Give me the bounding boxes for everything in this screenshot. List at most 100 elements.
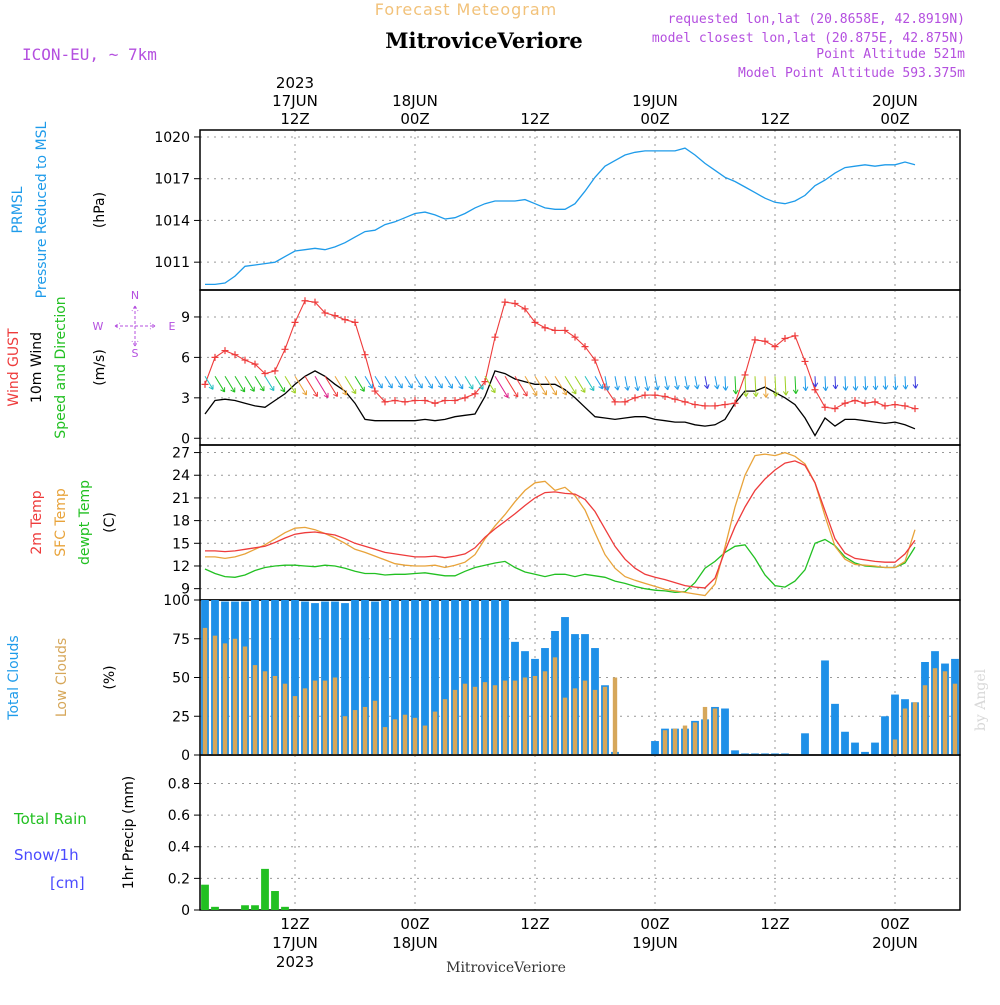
rain-bar: [211, 906, 219, 910]
gust-marker: [671, 395, 679, 403]
wind-direction-arrow: [204, 375, 214, 390]
wind-direction-arrow: [464, 375, 474, 390]
total-cloud-bar: [831, 703, 839, 755]
gust-marker: [281, 345, 289, 353]
gust-marker: [201, 380, 209, 388]
low-cloud-bar: [702, 706, 708, 755]
temp-ytick-label: 27: [172, 446, 190, 462]
low-cloud-bar: [552, 657, 558, 755]
wind-direction-arrow: [224, 375, 236, 393]
gust-marker: [841, 399, 849, 407]
gust-marker: [811, 386, 819, 394]
wind-direction-arrow: [504, 375, 519, 398]
gust-marker: [541, 324, 549, 332]
wind-ytick-label: 6: [181, 350, 190, 366]
low-cloud-bar: [672, 728, 678, 755]
watermark: by Angel: [973, 668, 989, 731]
wind-direction-arrow: [254, 375, 265, 392]
wind-frame: [199, 289, 961, 446]
gust-marker: [831, 405, 839, 413]
wind-axis-label: (m/s): [92, 349, 108, 386]
wind-direction-arrow: [812, 376, 819, 388]
low-cloud-bar: [322, 680, 328, 755]
wind-direction-arrow: [664, 376, 670, 391]
total-cloud-bar: [781, 753, 789, 755]
gust-marker: [561, 326, 569, 334]
rain-bar: [251, 905, 259, 910]
gust-marker: [421, 397, 429, 405]
dewpt-line: [204, 538, 916, 594]
wind-direction-arrow: [684, 376, 690, 390]
precip-frame: [199, 754, 961, 911]
gust-marker: [821, 403, 829, 411]
top-time-label: 18JUN: [392, 92, 438, 110]
low-cloud-bar: [302, 688, 308, 755]
gust-marker: [571, 333, 579, 341]
bottom-time-label: 20JUN: [872, 934, 918, 952]
gust-marker: [341, 316, 349, 324]
bottom-time-label: 12Z: [520, 915, 549, 933]
rain-bar: [261, 868, 269, 910]
gust-marker: [331, 312, 339, 320]
gust-marker: [911, 405, 919, 413]
clouds-ytick-label: 75: [172, 632, 190, 648]
gust-marker: [301, 297, 309, 305]
wind-direction-arrow: [634, 376, 640, 392]
wind-direction-arrow: [722, 376, 729, 391]
wind-direction-arrow: [544, 375, 557, 396]
precip-ytick-label: 0.6: [168, 808, 190, 824]
wind-direction-arrow: [484, 375, 496, 394]
total-cloud-bar: [321, 601, 329, 755]
gust-marker: [431, 399, 439, 407]
wind-direction-arrow: [474, 375, 484, 390]
total-cloud-bar: [881, 716, 889, 755]
clouds-panel: 0 25 50 75 100: [163, 593, 961, 764]
precip-snow-unit: [cm]: [50, 874, 85, 892]
clouds-ytick-label: 0: [181, 748, 190, 764]
wind-direction-arrow: [354, 375, 365, 392]
pressure-axis-label: Pressure Reduced to MSL: [34, 121, 50, 298]
wind-direction-arrow: [274, 375, 286, 393]
wind-direction-arrow: [324, 375, 338, 397]
wind-direction-arrow: [732, 376, 739, 395]
wind-direction-arrow: [554, 375, 567, 396]
low-cloud-bar: [232, 638, 238, 755]
info-line-3: Point Altitude 521m: [816, 47, 965, 62]
wind-direction-arrow: [454, 375, 464, 390]
precip-axis-label: 1hr Precip (mm): [121, 776, 137, 889]
gust-marker: [691, 401, 699, 409]
low-cloud-bar: [402, 714, 408, 755]
total-cloud-bar: [291, 600, 299, 755]
compass-n: N: [131, 289, 139, 302]
low-cloud-bar: [202, 627, 208, 755]
low-cloud-bar: [932, 668, 938, 755]
total-cloud-bar: [361, 600, 369, 755]
gust-marker: [411, 397, 419, 405]
gust-marker: [211, 353, 219, 361]
gust-marker: [591, 356, 599, 364]
wind-direction-arrow: [294, 375, 307, 396]
total-cloud-bar: [481, 600, 489, 755]
compass-arrows: [114, 305, 156, 347]
wind-direction-arrow: [564, 375, 577, 395]
wind-direction-arrow: [244, 375, 255, 392]
low-cloud-bar: [472, 686, 478, 755]
temp-ytick-label: 12: [172, 559, 190, 575]
top-time-label: 00Z: [400, 110, 429, 128]
temp-axis-label: dewpt Temp: [77, 480, 93, 565]
gust-marker: [511, 299, 519, 307]
gust-marker: [611, 398, 619, 406]
compass-w: W: [93, 320, 104, 333]
wind-direction-arrow: [304, 375, 318, 397]
low-cloud-bar: [272, 675, 278, 755]
low-cloud-bar: [312, 680, 318, 755]
clouds-ytick-label: 50: [172, 671, 190, 687]
rain-bar: [201, 884, 209, 910]
gust-marker: [471, 390, 479, 398]
wind-direction-arrow: [364, 375, 373, 389]
bottom-time-label: 00Z: [640, 915, 669, 933]
wind-ytick-label: 3: [181, 391, 190, 407]
low-cloud-bar: [522, 677, 528, 755]
